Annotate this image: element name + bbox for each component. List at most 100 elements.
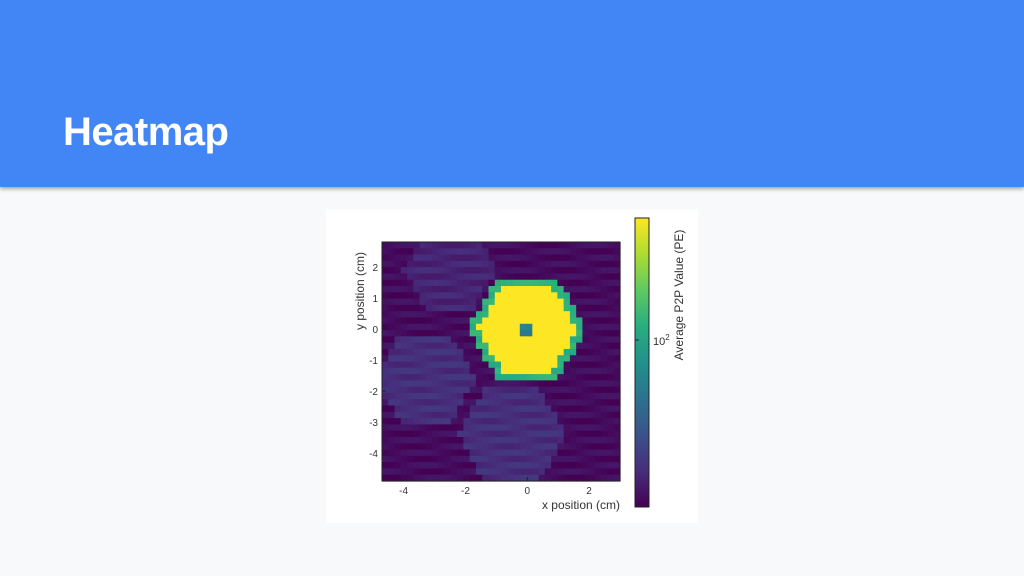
heatmap-cell — [513, 292, 521, 300]
heatmap-cell — [519, 424, 527, 432]
heatmap-cell — [526, 443, 533, 451]
heatmap-cell — [588, 348, 596, 356]
heatmap-cell — [613, 462, 621, 470]
heatmap-cell — [507, 418, 515, 425]
heatmap-cell — [457, 405, 465, 413]
heatmap-cell — [450, 367, 458, 375]
heatmap-cell — [469, 374, 477, 381]
heatmap-cell — [444, 436, 452, 444]
heatmap-cell — [438, 336, 446, 344]
heatmap-cell — [450, 386, 458, 394]
heatmap-cell — [588, 242, 596, 249]
heatmap-cell — [494, 380, 502, 388]
heatmap-cell — [382, 374, 389, 381]
heatmap-cell — [382, 330, 389, 337]
heatmap-cell — [419, 455, 427, 463]
heatmap-cell — [432, 342, 439, 350]
heatmap-cell — [576, 411, 584, 419]
heatmap-cell — [482, 367, 490, 375]
heatmap-cell — [438, 367, 446, 375]
heatmap-cell — [501, 342, 508, 350]
heatmap-cell — [394, 273, 402, 281]
heatmap-cell — [532, 418, 540, 425]
heatmap-cell — [544, 330, 552, 337]
heatmap-cell — [551, 336, 558, 344]
heatmap-cell — [513, 474, 521, 482]
heatmap-cell — [432, 449, 439, 457]
heatmap-cell — [538, 336, 546, 344]
heatmap-cell — [469, 392, 477, 400]
heatmap-cell — [425, 260, 433, 268]
heatmap-cell — [532, 311, 540, 319]
heatmap-cell — [469, 411, 477, 419]
heatmap-cell — [388, 392, 396, 400]
heatmap-cell — [544, 298, 552, 306]
heatmap-cell — [588, 418, 596, 425]
heatmap-cell — [501, 449, 508, 457]
heatmap-cell — [513, 298, 521, 306]
heatmap-cell — [601, 386, 609, 394]
heatmap-cell — [576, 279, 584, 287]
heatmap-cell — [538, 304, 546, 312]
heatmap-cell — [450, 361, 458, 369]
heatmap-cell — [607, 279, 615, 287]
heatmap-cell — [438, 273, 446, 281]
heatmap-cell — [382, 279, 389, 287]
heatmap-cell — [469, 348, 477, 356]
heatmap-cell — [407, 292, 414, 300]
heatmap-cell — [594, 367, 602, 375]
heatmap-cell — [488, 292, 496, 300]
heatmap-cell — [463, 424, 471, 432]
heatmap-cell — [469, 443, 477, 451]
heatmap-cell — [569, 399, 577, 407]
heatmap-cell — [526, 386, 533, 394]
heatmap-cell — [419, 436, 427, 444]
heatmap-cell — [432, 361, 439, 369]
heatmap-cell — [588, 298, 596, 306]
heatmap-cell — [475, 392, 483, 400]
heatmap-cell — [438, 330, 446, 337]
heatmap-cell — [488, 436, 496, 444]
heatmap-cell — [382, 443, 389, 451]
heatmap-cell — [538, 386, 546, 394]
heatmap-cell — [526, 380, 533, 388]
heatmap-cell — [469, 317, 477, 325]
heatmap-cell — [400, 304, 408, 312]
heatmap-cell — [532, 254, 540, 262]
heatmap-cell — [413, 248, 421, 256]
heatmap-cell — [444, 449, 452, 457]
heatmap-cell — [613, 380, 621, 388]
heatmap-cell — [463, 449, 471, 457]
heatmap-cell — [607, 386, 615, 394]
heatmap-cell — [475, 336, 483, 344]
heatmap-cell — [425, 386, 433, 394]
heatmap-cell — [494, 286, 502, 293]
heatmap-cell — [601, 267, 609, 275]
heatmap-cell — [494, 311, 502, 319]
heatmap-cell — [519, 405, 527, 413]
heatmap-cell — [532, 348, 540, 356]
heatmap-cell — [494, 430, 502, 438]
heatmap-cell — [457, 449, 465, 457]
heatmap-cell — [494, 248, 502, 256]
heatmap-cell — [425, 267, 433, 275]
heatmap-cell — [425, 424, 433, 432]
heatmap-cell — [425, 361, 433, 369]
heatmap-cell — [425, 342, 433, 350]
heatmap-cell — [588, 286, 596, 293]
heatmap-cell — [557, 254, 565, 262]
heatmap-cell — [457, 330, 465, 337]
heatmap-cell — [407, 248, 414, 256]
heatmap-cell — [501, 248, 508, 256]
heatmap-cell — [482, 468, 490, 476]
heatmap-cell — [388, 474, 396, 482]
heatmap-cell — [588, 411, 596, 419]
heatmap-cell — [607, 286, 615, 293]
heatmap-cell — [551, 311, 558, 319]
heatmap-cell — [407, 267, 414, 275]
heatmap-cell — [444, 430, 452, 438]
heatmap-cell — [463, 273, 471, 281]
heatmap-cell — [569, 254, 577, 262]
heatmap-cell — [413, 374, 421, 381]
heatmap-cell — [582, 317, 590, 325]
